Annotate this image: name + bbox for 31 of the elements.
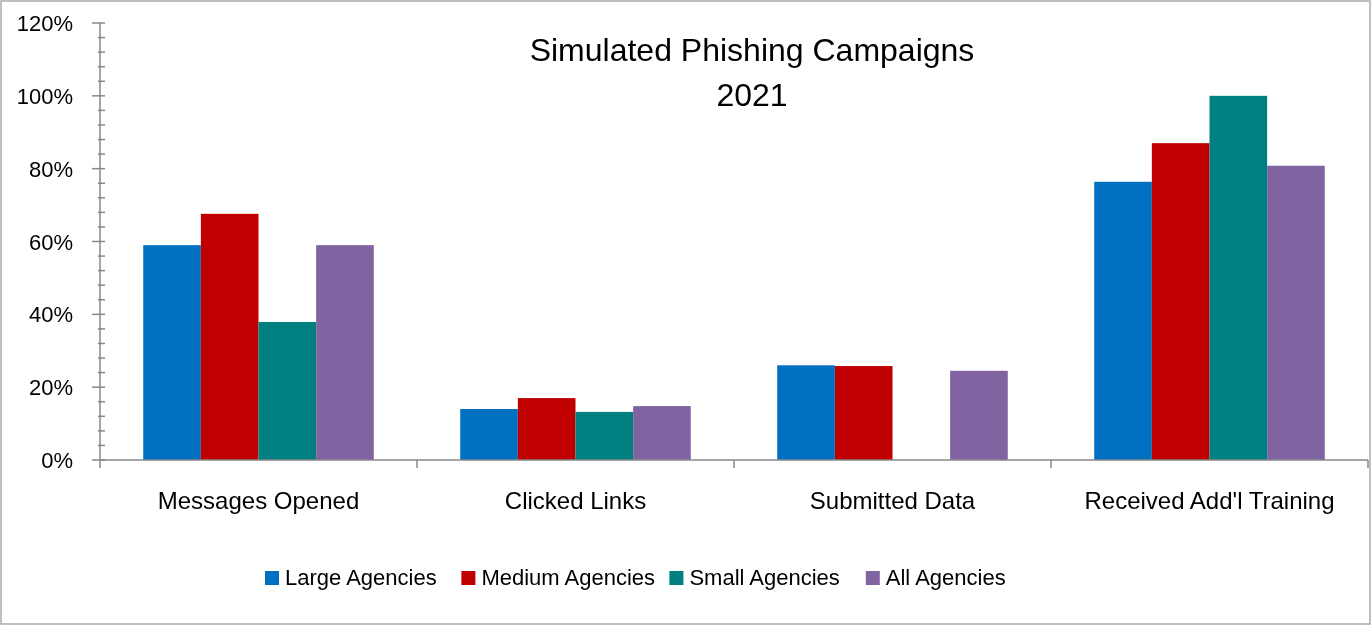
bar [777, 365, 835, 460]
y-tick-label: 20% [28, 375, 73, 401]
legend-label: Large Agencies [285, 565, 437, 590]
bar [200, 213, 259, 460]
y-tick-label: 80% [28, 156, 73, 182]
bar [460, 409, 518, 460]
legend-label: Medium Agencies [481, 565, 656, 590]
bar [316, 245, 374, 460]
bar [633, 406, 691, 460]
bar [1094, 181, 1152, 460]
bar [258, 321, 317, 460]
y-tick-label: 0% [41, 448, 73, 473]
x-tick-label: Received Add'l Training [1084, 487, 1335, 514]
bar [143, 245, 201, 460]
bar [1267, 165, 1325, 460]
y-tick-label: 60% [28, 229, 73, 255]
bar [950, 370, 1008, 460]
text: Simulated Phishing Campaigns 2021 [529, 32, 975, 113]
y-tick-label: 100% [16, 83, 73, 109]
bar [1151, 143, 1210, 460]
x-tick-label: Submitted Data [809, 487, 976, 514]
legend-label: Small Agencies [689, 565, 840, 590]
y-tick-label: 120% [16, 11, 73, 36]
legend-label: All Agencies [885, 565, 1006, 590]
bar [1209, 95, 1268, 460]
x-tick-label: Clicked Links [504, 487, 647, 514]
x-tick-label: Messages Opened [157, 487, 360, 514]
bar [575, 411, 634, 460]
bar [517, 398, 576, 460]
bar [834, 366, 893, 460]
y-tick-label: 40% [28, 302, 73, 328]
